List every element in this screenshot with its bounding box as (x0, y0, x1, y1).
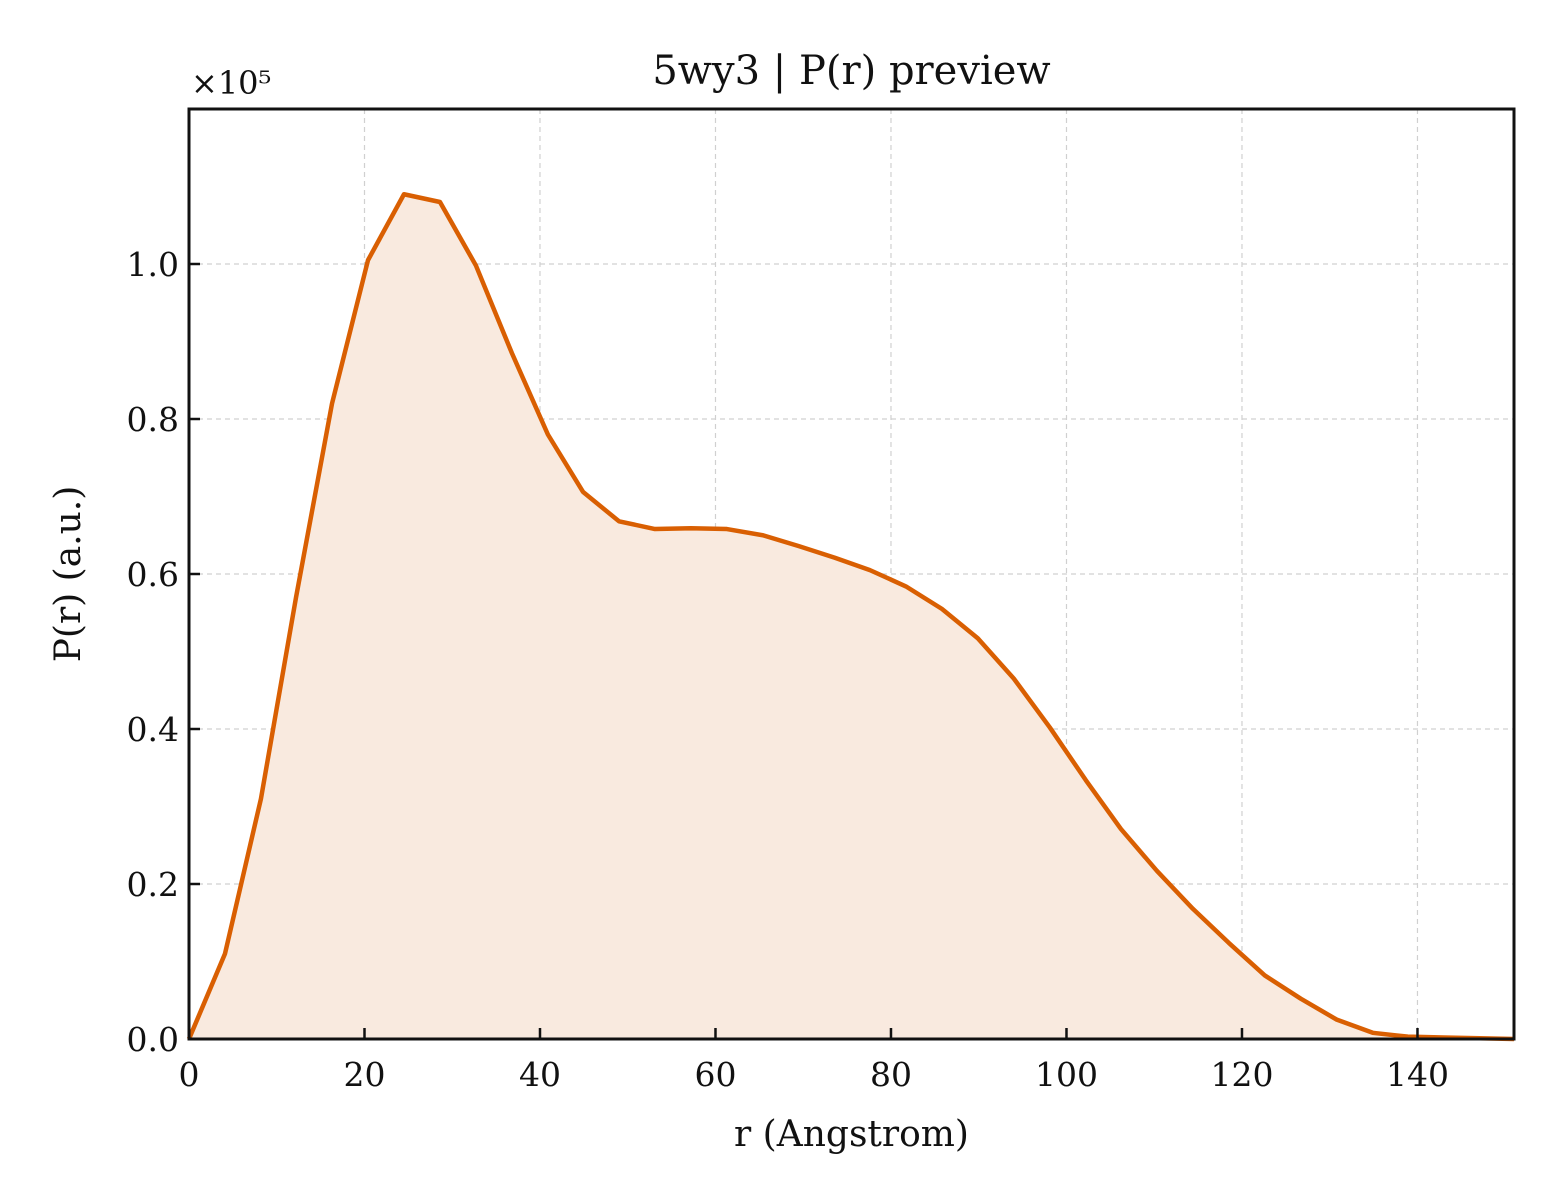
chart-title: 5wy3 | P(r) preview (652, 48, 1050, 94)
x-tick-label: 80 (870, 1055, 912, 1094)
x-tick-label: 0 (179, 1055, 200, 1094)
y-tick-label: 1.0 (127, 245, 179, 284)
x-tick-label: 100 (1035, 1055, 1098, 1094)
x-tick-label: 140 (1386, 1055, 1449, 1094)
y-axis-label: P(r) (a.u.) (48, 486, 89, 663)
x-tick-label: 40 (519, 1055, 561, 1094)
y-multiplier-label: ×10⁵ (191, 64, 271, 102)
x-axis-label: r (Angstrom) (734, 1114, 969, 1155)
y-tick-label: 0.6 (127, 555, 179, 594)
x-tick-label: 120 (1210, 1055, 1273, 1094)
x-tick-label: 60 (694, 1055, 736, 1094)
pr-series-line (186, 192, 1515, 1042)
x-tick-label: 20 (343, 1055, 385, 1094)
y-tick-label: 0.0 (127, 1020, 179, 1059)
y-tick-label: 0.4 (127, 710, 179, 749)
y-tick-label: 0.2 (127, 865, 179, 904)
axis-ticks (187, 262, 1419, 1041)
y-tick-label: 0.8 (127, 400, 179, 439)
pr-area-fill (189, 194, 1514, 1039)
